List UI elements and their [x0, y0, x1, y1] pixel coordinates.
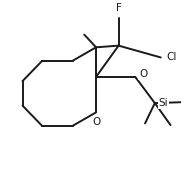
Text: O: O: [139, 69, 147, 79]
Text: Cl: Cl: [166, 52, 177, 63]
Text: O: O: [92, 117, 100, 127]
Text: F: F: [116, 3, 122, 13]
Text: Si: Si: [159, 98, 168, 108]
